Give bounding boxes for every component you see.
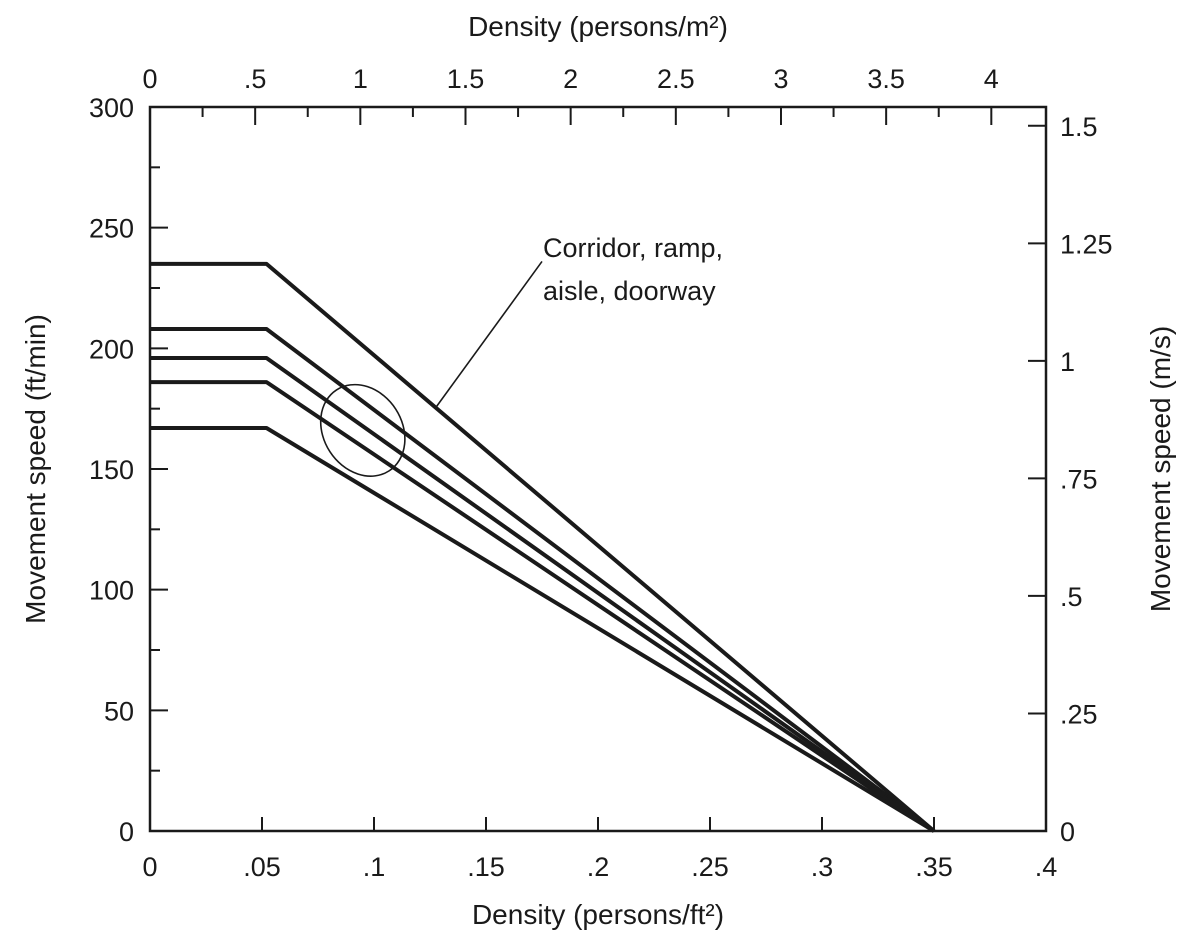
left-tick-label: 200 bbox=[89, 334, 134, 364]
left-tick-label: 100 bbox=[89, 576, 134, 606]
left-tick-label: 0 bbox=[119, 817, 134, 847]
right-tick-label: 0 bbox=[1060, 817, 1075, 847]
top-axis-title: Density (persons/m²) bbox=[468, 11, 728, 42]
right-axis-ticks: 0 .25 .5 .75 1 1.25 1.5 bbox=[1028, 112, 1113, 847]
right-tick-label: .25 bbox=[1060, 699, 1098, 729]
left-tick-label: 300 bbox=[89, 93, 134, 123]
bottom-tick-label: .15 bbox=[467, 852, 505, 882]
right-tick-label: .75 bbox=[1060, 464, 1098, 494]
right-tick-label: 1.25 bbox=[1060, 229, 1113, 259]
right-tick-label: .5 bbox=[1060, 582, 1083, 612]
left-tick-label: 250 bbox=[89, 214, 134, 244]
bottom-tick-label: .4 bbox=[1035, 852, 1058, 882]
bottom-tick-label: .35 bbox=[915, 852, 953, 882]
right-tick-label: 1.5 bbox=[1060, 112, 1098, 142]
bottom-tick-label: .1 bbox=[363, 852, 386, 882]
bottom-tick-label: 0 bbox=[142, 852, 157, 882]
top-tick-label: 3.5 bbox=[867, 64, 905, 94]
speed-line-4 bbox=[150, 382, 934, 831]
annotation-line-2: aisle, doorway bbox=[543, 276, 716, 306]
bottom-tick-label: .25 bbox=[691, 852, 729, 882]
annotation-group: Corridor, ramp, aisle, doorway bbox=[304, 233, 723, 492]
speed-line-5 bbox=[150, 428, 934, 831]
right-tick-label: 1 bbox=[1060, 347, 1075, 377]
bottom-tick-label: .2 bbox=[587, 852, 610, 882]
bottom-axis-title: Density (persons/ft²) bbox=[472, 899, 724, 930]
top-tick-label: 2 bbox=[563, 64, 578, 94]
top-tick-label: 3 bbox=[773, 64, 788, 94]
top-tick-label: 1 bbox=[353, 64, 368, 94]
top-tick-label: 0 bbox=[142, 64, 157, 94]
left-axis-title: Movement speed (ft/min) bbox=[20, 314, 51, 624]
top-tick-label: 4 bbox=[984, 64, 999, 94]
bottom-tick-label: .3 bbox=[811, 852, 834, 882]
plot-frame bbox=[150, 107, 1046, 831]
top-tick-label: 2.5 bbox=[657, 64, 695, 94]
annotation-leader-line bbox=[437, 261, 542, 406]
right-axis-title: Movement speed (m/s) bbox=[1145, 326, 1176, 612]
top-tick-label: .5 bbox=[244, 64, 267, 94]
annotation-line-1: Corridor, ramp, bbox=[543, 233, 723, 263]
speed-line-2 bbox=[150, 329, 934, 831]
left-tick-label: 50 bbox=[104, 696, 134, 726]
top-tick-label: 1.5 bbox=[447, 64, 485, 94]
bottom-tick-label: .05 bbox=[243, 852, 281, 882]
left-tick-label: 150 bbox=[89, 455, 134, 485]
left-axis-ticks: 0 50 100 150 200 250 300 bbox=[89, 93, 168, 847]
speed-lines bbox=[150, 264, 934, 831]
bottom-axis-ticks: 0 .05 .1 .15 .2 .25 .3 .35 .4 bbox=[142, 817, 1057, 882]
top-axis-ticks: 0 .5 1 1.5 2 2.5 3 3.5 4 bbox=[142, 64, 998, 125]
